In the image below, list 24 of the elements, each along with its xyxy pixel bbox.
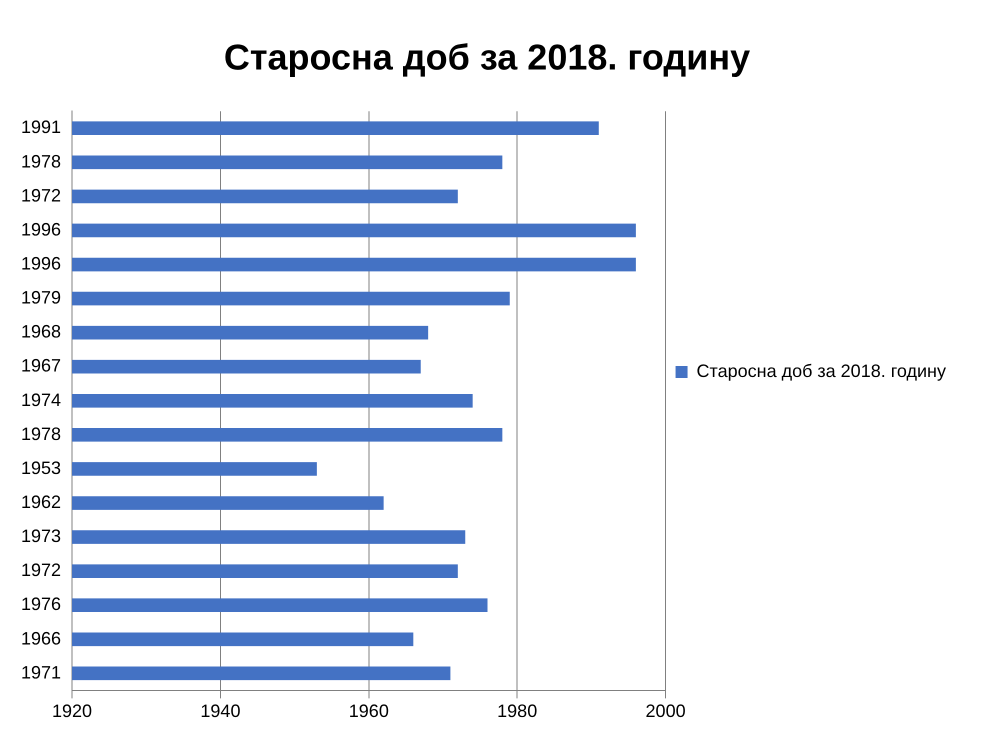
y-tick-label: 1967 xyxy=(20,356,62,376)
y-tick-label: 1979 xyxy=(20,288,62,308)
y-tick-label: 1968 xyxy=(20,322,62,342)
y-tick-label: 1971 xyxy=(20,662,62,682)
chart-title: Старосна доб за 2018. годину xyxy=(224,36,750,78)
y-tick-label: 1974 xyxy=(20,390,62,410)
y-tick-label: 1978 xyxy=(20,151,62,172)
y-tick-label: 1978 xyxy=(20,424,62,444)
y-tick-label: 1966 xyxy=(20,628,62,648)
y-tick-label: 1972 xyxy=(20,560,62,580)
x-tick-label: 2000 xyxy=(646,701,686,722)
x-tick-label: 1940 xyxy=(200,701,240,722)
y-tick-label: 1962 xyxy=(20,492,62,512)
y-tick-label: 1991 xyxy=(20,117,62,138)
y-tick-label: 1996 xyxy=(20,219,62,240)
y-tick-label: 1996 xyxy=(20,253,62,274)
legend-label: Старосна доб за 2018. годину xyxy=(696,360,946,381)
y-tick-label: 1973 xyxy=(20,526,62,546)
y-tick-label: 1953 xyxy=(20,458,62,478)
y-tick-label: 1972 xyxy=(20,185,62,206)
x-tick-label: 1960 xyxy=(348,701,389,722)
x-tick-label: 1980 xyxy=(497,701,538,722)
x-tick-label: 1920 xyxy=(52,701,92,722)
y-tick-label: 1976 xyxy=(20,594,62,614)
